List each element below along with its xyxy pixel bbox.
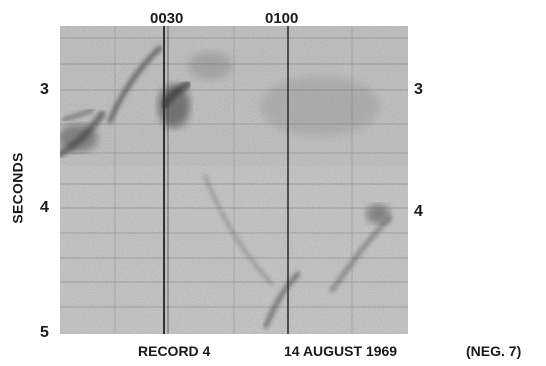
caption-date: 14 AUGUST 1969: [284, 343, 398, 359]
record-graphic: [60, 26, 408, 334]
left-tick-5: 5: [40, 324, 49, 341]
caption-record: RECORD 4: [138, 343, 211, 359]
caption-negative: (NEG. 7): [466, 343, 522, 359]
record-grain: [60, 26, 408, 334]
right-tick-4: 4: [414, 203, 423, 220]
left-tick-4: 4: [40, 199, 49, 216]
seismic-record-image: [60, 26, 408, 334]
right-tick-3: 3: [414, 81, 423, 98]
y-axis-title: SECONDS: [8, 138, 28, 238]
time-label-0100: 0100: [265, 10, 299, 27]
y-axis-title-text: SECONDS: [10, 152, 26, 224]
left-tick-3: 3: [40, 81, 49, 98]
time-label-0030: 0030: [150, 10, 184, 27]
